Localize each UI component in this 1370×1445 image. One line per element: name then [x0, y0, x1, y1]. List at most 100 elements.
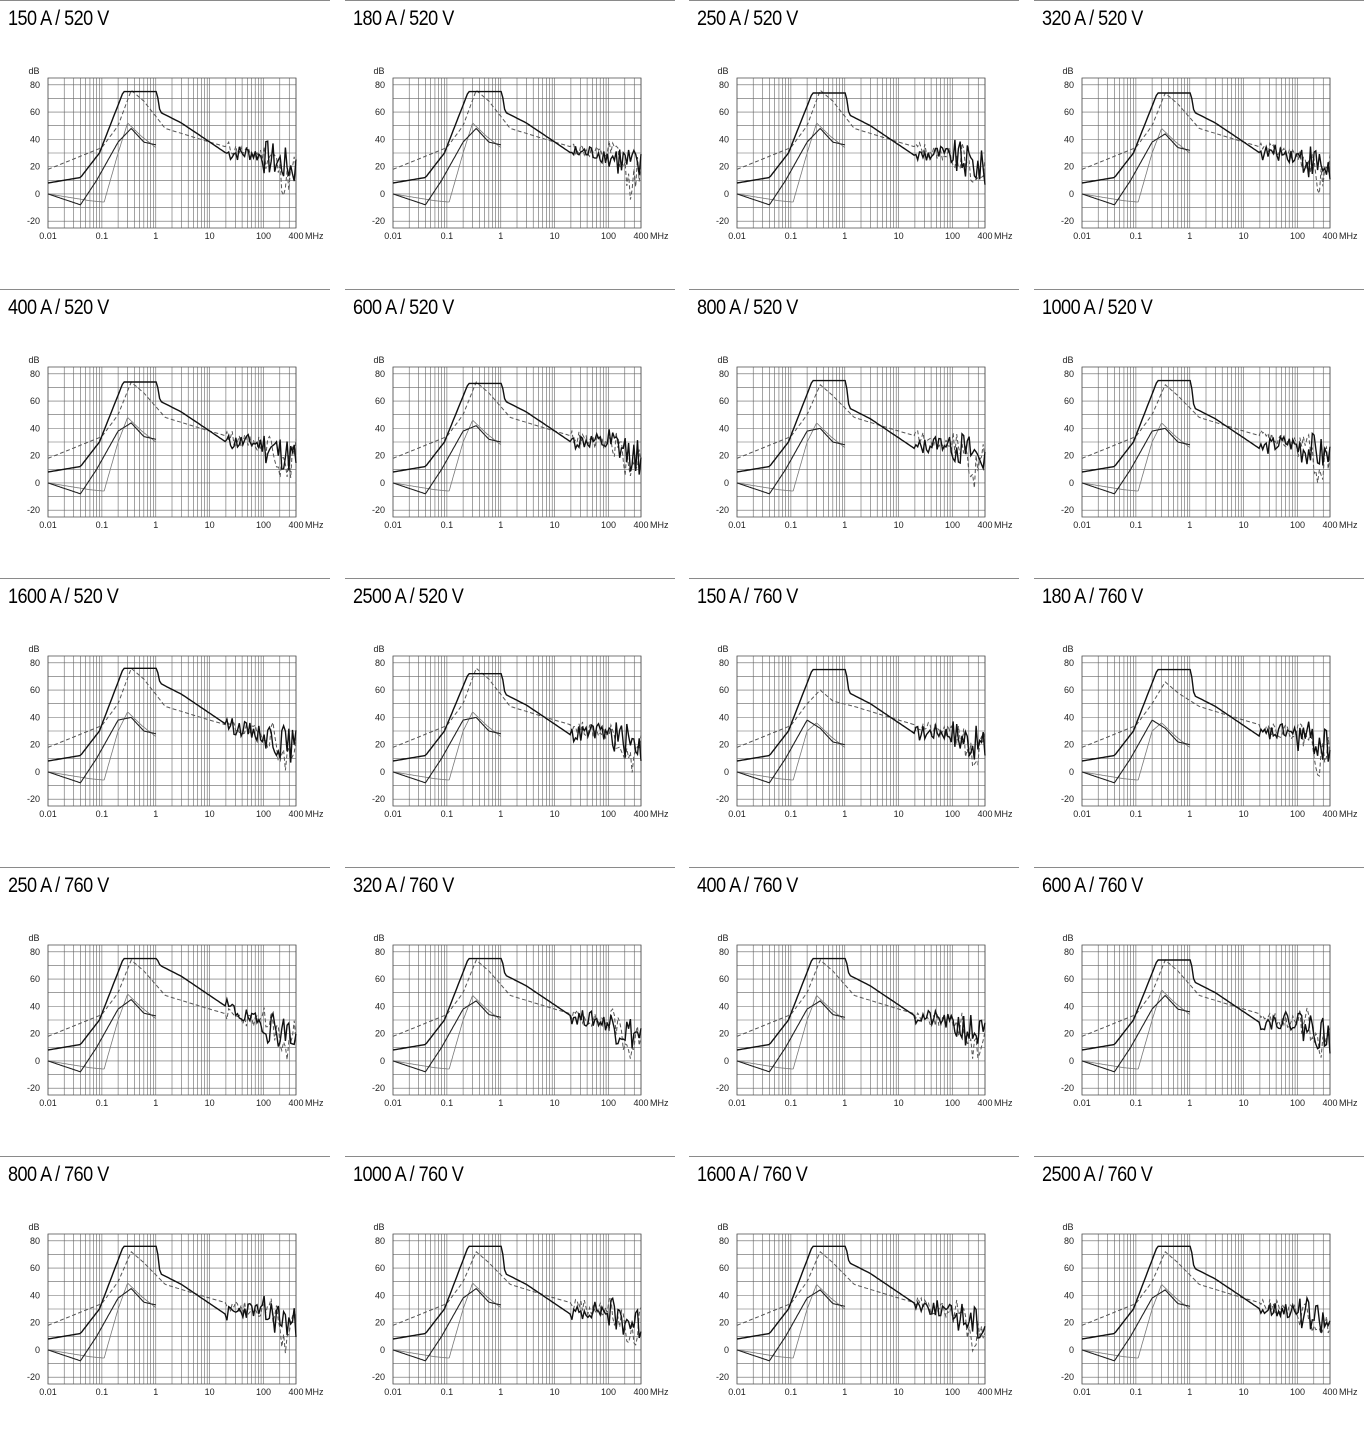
- y-tick-label: 40: [30, 423, 40, 433]
- x-tick-label: 10: [549, 809, 559, 819]
- x-tick-label: 10: [205, 520, 215, 530]
- y-unit-label: dB: [717, 933, 728, 943]
- x-tick-label: 1: [498, 809, 503, 819]
- x-tick-label: 0.01: [384, 520, 402, 530]
- y-tick-label: -20: [716, 1372, 729, 1382]
- y-tick-label: 80: [30, 369, 40, 379]
- x-tick-label: 1: [498, 231, 503, 241]
- y-tick-label: -20: [27, 794, 40, 804]
- x-tick-label: 400: [288, 1387, 303, 1397]
- x-tick-label: 0.1: [785, 1098, 798, 1108]
- y-tick-label: 60: [1063, 685, 1073, 695]
- y-tick-label: 0: [1068, 767, 1073, 777]
- x-unit-label: MHz: [305, 231, 324, 241]
- y-tick-label: 80: [719, 1236, 729, 1246]
- x-tick-label: 0.1: [1129, 1387, 1142, 1397]
- y-unit-label: dB: [28, 1222, 39, 1232]
- x-tick-label: 0.1: [440, 1387, 453, 1397]
- y-tick-label: 0: [724, 1056, 729, 1066]
- y-unit-label: dB: [1062, 1222, 1073, 1232]
- x-tick-label: 100: [256, 1098, 271, 1108]
- x-tick-label: 0.01: [1073, 520, 1091, 530]
- y-tick-label: 80: [719, 80, 729, 90]
- y-tick-label: -20: [1060, 505, 1073, 515]
- y-tick-label: -20: [716, 216, 729, 226]
- y-tick-label: 0: [35, 767, 40, 777]
- x-tick-label: 10: [894, 520, 904, 530]
- y-tick-label: 0: [379, 767, 384, 777]
- y-tick-label: -20: [371, 794, 384, 804]
- x-tick-label: 100: [945, 1387, 960, 1397]
- y-unit-label: dB: [373, 355, 384, 365]
- x-tick-label: 400: [288, 1098, 303, 1108]
- x-unit-label: MHz: [994, 1387, 1013, 1397]
- x-unit-label: MHz: [650, 1098, 669, 1108]
- x-tick-label: 400: [288, 520, 303, 530]
- x-unit-label: MHz: [1339, 231, 1358, 241]
- x-tick-label: 400: [633, 520, 648, 530]
- x-unit-label: MHz: [994, 809, 1013, 819]
- y-tick-label: 40: [719, 1001, 729, 1011]
- x-tick-label: 100: [256, 809, 271, 819]
- x-tick-label: 100: [945, 231, 960, 241]
- y-tick-label: -20: [1060, 794, 1073, 804]
- x-unit-label: MHz: [994, 231, 1013, 241]
- y-tick-label: -20: [371, 216, 384, 226]
- x-tick-label: 10: [894, 1098, 904, 1108]
- x-unit-label: MHz: [1339, 809, 1358, 819]
- y-tick-label: 40: [374, 1290, 384, 1300]
- y-tick-label: 80: [374, 1236, 384, 1246]
- y-tick-label: 0: [724, 189, 729, 199]
- y-tick-label: 40: [1063, 1290, 1073, 1300]
- x-tick-label: 400: [1322, 1098, 1337, 1108]
- y-tick-label: 60: [30, 685, 40, 695]
- x-tick-label: 1: [1187, 231, 1192, 241]
- x-tick-label: 1: [153, 1098, 158, 1108]
- y-tick-label: 60: [30, 974, 40, 984]
- y-tick-label: 0: [35, 1056, 40, 1066]
- x-tick-label: 10: [205, 809, 215, 819]
- x-tick-label: 1: [153, 809, 158, 819]
- y-tick-label: 20: [374, 1029, 384, 1039]
- y-tick-label: 80: [374, 80, 384, 90]
- x-tick-label: 0.1: [1129, 1098, 1142, 1108]
- y-tick-label: 80: [374, 947, 384, 957]
- x-tick-label: 100: [1290, 520, 1305, 530]
- y-tick-label: 80: [374, 369, 384, 379]
- x-tick-label: 0.01: [1073, 1098, 1091, 1108]
- x-tick-label: 400: [977, 1098, 992, 1108]
- y-tick-label: 40: [374, 712, 384, 722]
- y-tick-label: 0: [35, 1345, 40, 1355]
- x-tick-label: 1: [1187, 809, 1192, 819]
- y-tick-label: -20: [371, 1372, 384, 1382]
- y-unit-label: dB: [717, 66, 728, 76]
- y-tick-label: 60: [1063, 396, 1073, 406]
- x-unit-label: MHz: [1339, 520, 1358, 530]
- y-tick-label: 20: [374, 451, 384, 461]
- y-tick-label: 80: [30, 658, 40, 668]
- x-tick-label: 0.01: [39, 1387, 57, 1397]
- y-tick-label: 40: [1063, 712, 1073, 722]
- x-unit-label: MHz: [305, 1098, 324, 1108]
- y-unit-label: dB: [28, 355, 39, 365]
- x-tick-label: 1: [498, 1387, 503, 1397]
- y-tick-label: -20: [1060, 216, 1073, 226]
- x-tick-label: 0.1: [785, 520, 798, 530]
- y-tick-label: 80: [1063, 947, 1073, 957]
- y-tick-label: 80: [30, 80, 40, 90]
- y-tick-label: 0: [724, 478, 729, 488]
- y-tick-label: 0: [724, 767, 729, 777]
